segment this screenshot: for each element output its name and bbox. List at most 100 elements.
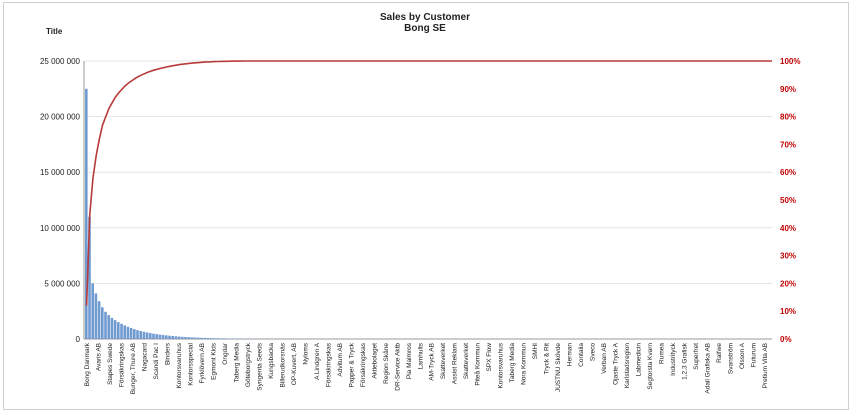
x-tick-label: Försäkringskas xyxy=(325,342,332,387)
x-tick-label: Egmont Kids xyxy=(210,342,217,380)
x-tick-label: JUSTNU Skövde xyxy=(555,343,562,393)
bar xyxy=(225,338,229,339)
bar xyxy=(94,293,98,339)
bar xyxy=(113,320,117,339)
x-tick-label: Binders xyxy=(164,342,171,365)
x-tick-label: Contalia xyxy=(578,343,585,367)
x-tick-label: Herman xyxy=(567,343,574,367)
x-tick-label: Kungsbacka xyxy=(268,343,275,379)
x-tick-label: Nora Kommun xyxy=(521,343,528,385)
x-tick-label: Advitum AB xyxy=(337,343,344,377)
x-tick-label: Rumea xyxy=(659,343,666,364)
x-tick-label: Lamhults xyxy=(417,342,424,369)
x-tick-label: Superfret xyxy=(693,343,700,370)
x-tick-label: SPX Flow xyxy=(486,343,493,372)
x-tick-label: Bong Danmark xyxy=(84,342,91,386)
x-tick-label: Billerudkorsnäs xyxy=(279,342,286,387)
bar xyxy=(149,333,152,339)
bar xyxy=(222,338,226,339)
bar xyxy=(200,337,203,339)
x-tick-label: Verban AB xyxy=(601,343,608,374)
x-tick-label: Industrityck xyxy=(670,342,677,376)
bar xyxy=(190,337,194,339)
x-tick-label: Svanström xyxy=(728,343,735,374)
cumulative-line xyxy=(85,60,772,306)
y-tick-label: 15 000 000 xyxy=(40,168,81,177)
bar xyxy=(142,331,146,339)
x-tick-label: 1,2,3 Grafisk xyxy=(682,342,689,380)
x-tick-label: Stapes Swede xyxy=(107,343,114,385)
bar xyxy=(155,334,158,339)
x-tick-label: Sveco xyxy=(590,343,597,361)
bar xyxy=(133,329,136,339)
x-tick-label: Nagacard xyxy=(141,343,148,372)
y2-tick-label: 80% xyxy=(780,113,796,122)
x-tick-label: A Lindgren A xyxy=(314,342,321,380)
bar xyxy=(171,336,174,339)
bar xyxy=(174,336,178,339)
bar xyxy=(107,315,110,339)
bar xyxy=(104,311,107,339)
bar xyxy=(139,330,142,339)
x-tick-label: Nyloms xyxy=(302,342,309,364)
bar xyxy=(184,336,187,339)
x-tick-label: Kontorsvaruhus xyxy=(176,342,183,388)
chart-title: Sales by Customer xyxy=(379,12,471,23)
x-tick-label: Bunger, Thure AB xyxy=(130,343,137,394)
x-tick-label: Futurum xyxy=(751,343,758,367)
x-tick-label: SMHI xyxy=(532,343,539,359)
x-tick-label: AM-Tryck AB xyxy=(429,343,436,381)
bar xyxy=(152,333,155,339)
x-tick-label: Göteborgstryck xyxy=(245,342,252,387)
x-tick-label: Kontorsvaruhus xyxy=(498,342,505,388)
x-tick-label: Avaris AB xyxy=(95,343,102,371)
y2-tick-label: 0% xyxy=(780,335,792,344)
x-tick-label: Aktiebolaget xyxy=(371,343,378,379)
y-tick-label: 5 000 000 xyxy=(44,279,80,288)
bar xyxy=(110,317,114,339)
bar xyxy=(209,338,213,339)
y2-tick-label: 30% xyxy=(780,252,796,261)
x-tick-label: Försäkringskas xyxy=(360,342,367,387)
x-tick-label: Pretium Vita AB xyxy=(762,343,769,388)
x-tick-label: Kontorsspecial xyxy=(187,342,194,385)
y2-tick-label: 10% xyxy=(780,307,796,316)
x-tick-label: Karlstadsregion xyxy=(624,343,631,389)
bar xyxy=(158,334,162,339)
bar xyxy=(101,307,104,339)
y-tick-label: 20 000 000 xyxy=(40,113,81,122)
x-tick-label: Pia Malmros xyxy=(406,342,413,379)
x-tick-label: Försäkringskas xyxy=(118,342,125,387)
x-tick-label: Adail Grafiska AB xyxy=(705,343,712,394)
bar xyxy=(85,88,88,339)
y-tick-label: 25 000 000 xyxy=(40,57,81,66)
bar xyxy=(181,336,184,339)
bar xyxy=(117,322,120,339)
y-tick-label: 0 xyxy=(76,335,81,344)
x-tick-label: Labmedicin xyxy=(636,343,643,377)
bar xyxy=(136,330,139,339)
x-tick-label: Syngenta Seeds xyxy=(256,342,263,390)
y-axis-title: Title xyxy=(46,27,63,36)
x-tick-label: Fyrklövern AB xyxy=(199,343,206,383)
x-tick-label: Ongdar xyxy=(222,342,229,365)
x-tick-label: Segtorsta Kvarn xyxy=(647,343,654,390)
bar xyxy=(216,338,219,339)
bar xyxy=(126,326,130,339)
bar xyxy=(213,338,216,339)
x-tick-label: Skatteverket xyxy=(440,343,447,379)
bar xyxy=(120,323,123,339)
y2-tick-label: 60% xyxy=(780,168,796,177)
y2-tick-label: 90% xyxy=(780,85,796,94)
bar xyxy=(161,335,165,339)
bar xyxy=(168,335,171,339)
x-tick-label: Ralfwe xyxy=(716,343,723,363)
x-tick-label: Olsson A xyxy=(739,342,746,369)
x-tick-label: Ojaste Tryck A xyxy=(613,342,620,385)
x-tick-label: Piteå Kommun xyxy=(474,343,482,386)
x-tick-label: OP-Kuvert, AB xyxy=(291,343,298,385)
bar xyxy=(88,216,91,339)
bar xyxy=(187,337,190,339)
bar xyxy=(206,337,210,339)
